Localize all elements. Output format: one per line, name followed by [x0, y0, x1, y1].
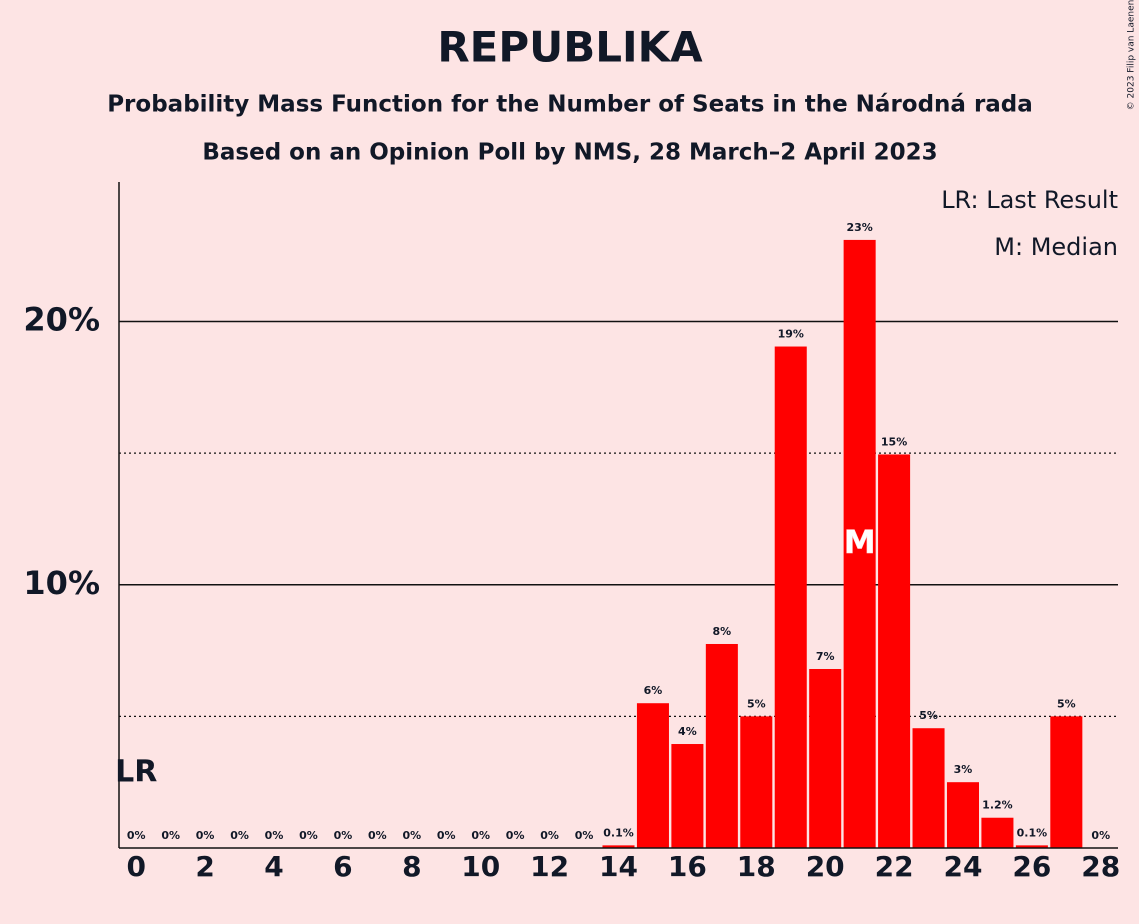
bar: [878, 454, 911, 848]
value-label: 0%: [265, 829, 284, 842]
value-label: 5%: [1057, 697, 1076, 710]
x-tick-label: 26: [1012, 850, 1051, 883]
value-label: 0%: [127, 829, 146, 842]
bar: [912, 728, 945, 848]
chart-subtitle: Based on an Opinion Poll by NMS, 28 Marc…: [202, 140, 937, 166]
bar: [636, 703, 669, 848]
value-label: 0%: [506, 829, 525, 842]
x-tick-label: 0: [126, 850, 145, 883]
bar: [843, 239, 876, 849]
y-tick-label: 20%: [23, 301, 100, 339]
value-label: 5%: [747, 697, 766, 710]
bar: [774, 346, 807, 848]
bar: [602, 845, 635, 848]
value-label: 6%: [644, 684, 663, 697]
value-label: 3%: [954, 763, 973, 776]
chart-title: REPUBLIKA: [437, 23, 703, 72]
x-tick-label: 12: [530, 850, 569, 883]
bar: [981, 817, 1014, 848]
value-label: 0%: [161, 829, 180, 842]
x-tick-label: 14: [599, 850, 638, 883]
value-label: 0%: [540, 829, 559, 842]
value-label: 7%: [816, 650, 835, 663]
value-label: 0%: [575, 829, 594, 842]
x-tick-label: 6: [333, 850, 352, 883]
bar: [809, 668, 842, 848]
x-tick-label: 2: [195, 850, 214, 883]
x-tick-label: 24: [943, 850, 982, 883]
value-label: 0%: [437, 829, 456, 842]
value-label: 0%: [368, 829, 387, 842]
bar: [946, 782, 980, 848]
bar: [705, 643, 738, 848]
legend-entry: LR: Last Result: [941, 186, 1118, 214]
x-tick-label: 10: [461, 850, 500, 883]
median-marker: M: [844, 523, 876, 561]
value-label: 19%: [778, 328, 804, 341]
x-tick-label: 4: [264, 850, 283, 883]
value-label: 0%: [230, 829, 249, 842]
value-label: 4%: [678, 725, 697, 738]
value-label: 0.1%: [603, 826, 634, 839]
last-result-marker: LR: [115, 755, 157, 790]
x-tick-label: 16: [668, 850, 707, 883]
x-tick-label: 8: [402, 850, 421, 883]
value-label: 5%: [919, 709, 938, 722]
legend-entry: M: Median: [994, 233, 1118, 261]
x-tick-label: 28: [1081, 850, 1120, 883]
y-tick-label: 10%: [23, 564, 100, 602]
bar: [1050, 716, 1083, 848]
bar: [740, 716, 773, 848]
bar: [1015, 845, 1048, 848]
value-label: 0%: [299, 829, 318, 842]
chart-subtitle: Probability Mass Function for the Number…: [107, 92, 1033, 118]
x-tick-label: 20: [806, 850, 845, 883]
value-label: 0%: [471, 829, 490, 842]
bar: [671, 744, 704, 848]
credit: © 2023 Filip van Laenen: [1127, 0, 1137, 110]
value-label: 0%: [196, 829, 215, 842]
value-label: 0.1%: [1017, 826, 1048, 839]
value-label: 8%: [713, 625, 732, 638]
x-tick-label: 22: [875, 850, 914, 883]
value-label: 15%: [881, 435, 907, 448]
value-label: 0%: [334, 829, 353, 842]
x-tick-label: 18: [737, 850, 776, 883]
value-label: 1.2%: [982, 799, 1013, 812]
value-label: 0%: [402, 829, 421, 842]
value-label: 23%: [846, 221, 872, 234]
value-label: 0%: [1091, 829, 1110, 842]
